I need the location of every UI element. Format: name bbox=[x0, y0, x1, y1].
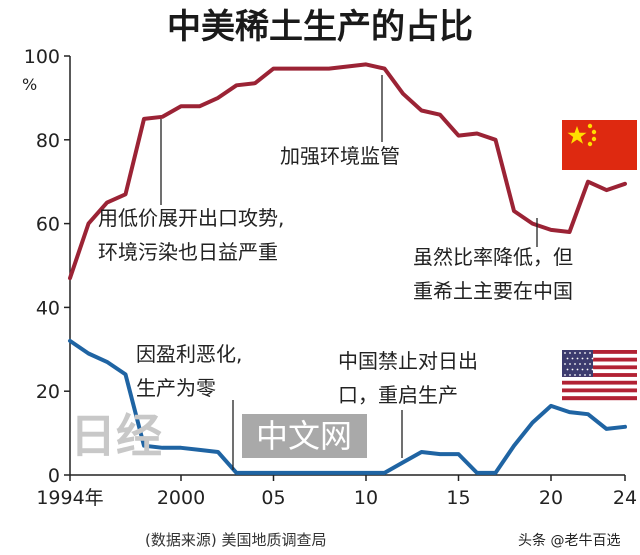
china-series-line bbox=[68, 62, 627, 281]
watermark-logo: 日经 bbox=[70, 409, 162, 463]
usa-flag-stripe bbox=[562, 369, 637, 374]
annotation-text: 因盈利恶化, bbox=[136, 342, 242, 366]
x-tick-label: 15 bbox=[446, 487, 470, 509]
china-flag-small-star bbox=[591, 136, 597, 142]
usa-flag-star bbox=[576, 357, 579, 360]
usa-flag-stripe bbox=[562, 357, 637, 362]
usa-flag-star bbox=[571, 368, 574, 371]
y-tick-label: 80 bbox=[36, 130, 60, 152]
y-tick-label: 20 bbox=[36, 381, 60, 403]
y-ticks: 100 80 60 40 20 0 bbox=[24, 46, 70, 487]
x-tick-label: 20 bbox=[539, 487, 563, 509]
china-flag-field bbox=[562, 120, 637, 170]
x-tick-label: 2000 bbox=[157, 487, 205, 509]
usa-flag-stripe bbox=[562, 350, 637, 355]
china-flag-small-star bbox=[591, 129, 597, 135]
y-tick-label: 0 bbox=[48, 465, 60, 487]
usa-flag-star bbox=[584, 352, 586, 354]
usa-flag-star bbox=[586, 368, 589, 371]
usa-flag-star bbox=[584, 363, 586, 365]
usa-flag-star bbox=[574, 352, 576, 354]
usa-flag-star bbox=[574, 363, 576, 365]
usa-flag-star bbox=[564, 352, 566, 354]
chart-title: 中美稀土生产的占比 bbox=[167, 7, 473, 47]
annotation-text: 用低价展开出口攻势, bbox=[98, 206, 284, 230]
annotation-text: 生产为零 bbox=[136, 376, 216, 400]
usa-flag-star bbox=[566, 368, 569, 371]
usa-flag-stripe bbox=[562, 373, 637, 378]
y-unit-label: % bbox=[22, 75, 37, 94]
usa-flag-star bbox=[591, 357, 594, 360]
usa-flag-star bbox=[589, 363, 591, 365]
annotations: 用低价展开出口攻势, 环境污染也日益严重 加强环境监管虽然比率降低，但重希土主要在中… bbox=[98, 75, 573, 470]
usa-flag-star bbox=[581, 368, 584, 371]
annotation-text: 虽然比率降低，但 bbox=[413, 245, 573, 269]
usa-flag-star bbox=[571, 357, 574, 360]
y-tick-label: 40 bbox=[36, 297, 60, 319]
usa-flag-star bbox=[584, 374, 586, 376]
usa-flag-star bbox=[581, 357, 584, 360]
source-note: (数据来源) 美国地质调查局 bbox=[145, 531, 326, 549]
watermark-text: 中文网 bbox=[256, 417, 352, 455]
watermark: 日经 中文网 bbox=[70, 409, 367, 463]
usa-flag-star bbox=[569, 352, 571, 354]
usa-flag-star bbox=[566, 357, 569, 360]
y-tick-label: 100 bbox=[24, 46, 60, 68]
china-flag-small-star bbox=[587, 123, 593, 129]
x-tick-label: 24 bbox=[613, 487, 637, 509]
usa-flag-stripe bbox=[562, 365, 637, 370]
usa-flag-star bbox=[564, 363, 566, 365]
usa-flag-star bbox=[579, 374, 581, 376]
usa-flag-star bbox=[586, 357, 589, 360]
china-flag-small-star bbox=[587, 141, 593, 147]
usa-flag-stripe bbox=[562, 396, 637, 401]
x-ticks: 1994年 2000 05 10 15 20 24 bbox=[36, 475, 637, 509]
x-tick-label: 1994年 bbox=[36, 487, 103, 509]
usa-flag-stripe bbox=[562, 392, 637, 397]
china-flag-icon bbox=[562, 120, 637, 170]
usa-flag-stripe bbox=[562, 361, 637, 366]
credit-text: 头条 @老牛百选 bbox=[518, 532, 620, 549]
usa-series-line bbox=[68, 338, 627, 475]
usa-flag-star bbox=[579, 363, 581, 365]
annotation-text: 环境污染也日益严重 bbox=[98, 240, 278, 264]
usa-flag-star bbox=[589, 374, 591, 376]
usa-flag-star bbox=[589, 352, 591, 354]
usa-flag-stripe bbox=[562, 384, 637, 389]
usa-flag-star bbox=[591, 368, 594, 371]
series-group bbox=[68, 62, 627, 475]
usa-flag-star bbox=[576, 368, 579, 371]
watermark-box bbox=[242, 414, 367, 458]
usa-flag-canton bbox=[562, 350, 593, 377]
x-tick-label: 10 bbox=[354, 487, 378, 509]
annotation-text: 中国禁止对日出 bbox=[338, 349, 478, 373]
usa-flag-stripe bbox=[562, 353, 637, 358]
usa-flag-stripe bbox=[562, 376, 637, 381]
usa-flag-star bbox=[564, 374, 566, 376]
usa-flag-star bbox=[569, 363, 571, 365]
axes bbox=[69, 56, 625, 476]
usa-flag-stripe bbox=[562, 388, 637, 393]
china-flag-big-star bbox=[567, 126, 587, 144]
usa-flag-icon bbox=[562, 350, 637, 401]
usa-flag-star bbox=[569, 374, 571, 376]
usa-flag-stripe bbox=[562, 380, 637, 385]
usa-flag-star bbox=[574, 374, 576, 376]
x-tick-label: 05 bbox=[261, 487, 285, 509]
y-tick-label: 60 bbox=[36, 214, 60, 236]
annotation-text: 口，重启生产 bbox=[338, 383, 458, 407]
usa-flag-star bbox=[579, 352, 581, 354]
annotation-text: 重希土主要在中国 bbox=[413, 279, 573, 303]
annotation-text: 加强环境监管 bbox=[280, 144, 400, 168]
